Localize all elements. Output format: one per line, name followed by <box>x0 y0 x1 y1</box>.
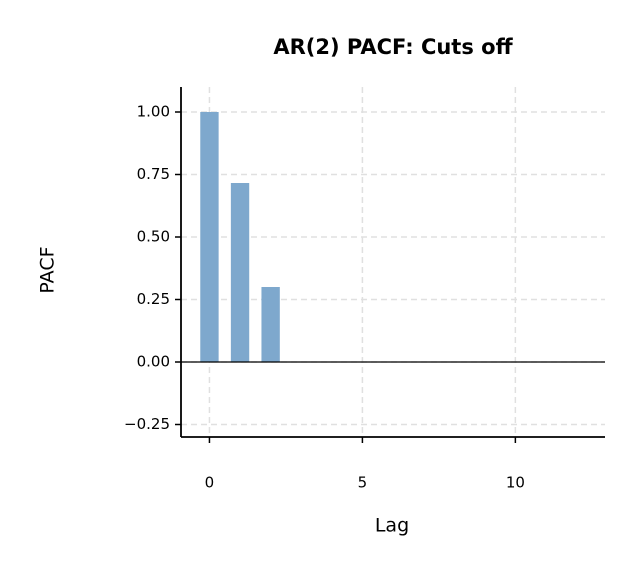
bar <box>200 112 219 362</box>
bar <box>261 287 280 362</box>
x-tick-label: 5 <box>358 474 368 492</box>
y-tick-label: 1.00 <box>137 103 170 121</box>
y-axis-label: PACF <box>37 246 59 293</box>
x-tick-label: 10 <box>506 474 525 492</box>
x-axis-label: Lag <box>375 515 409 537</box>
bar <box>230 183 250 362</box>
y-tick-label: 0.50 <box>137 228 170 246</box>
y-tick-label: 0.00 <box>137 353 170 371</box>
y-tick-label: −0.25 <box>124 415 170 433</box>
y-tick-label: 0.75 <box>137 165 170 183</box>
x-tick-label: 0 <box>205 474 215 492</box>
y-tick-label: 0.25 <box>137 290 170 308</box>
chart-title: AR(2) PACF: Cuts off <box>273 35 513 59</box>
